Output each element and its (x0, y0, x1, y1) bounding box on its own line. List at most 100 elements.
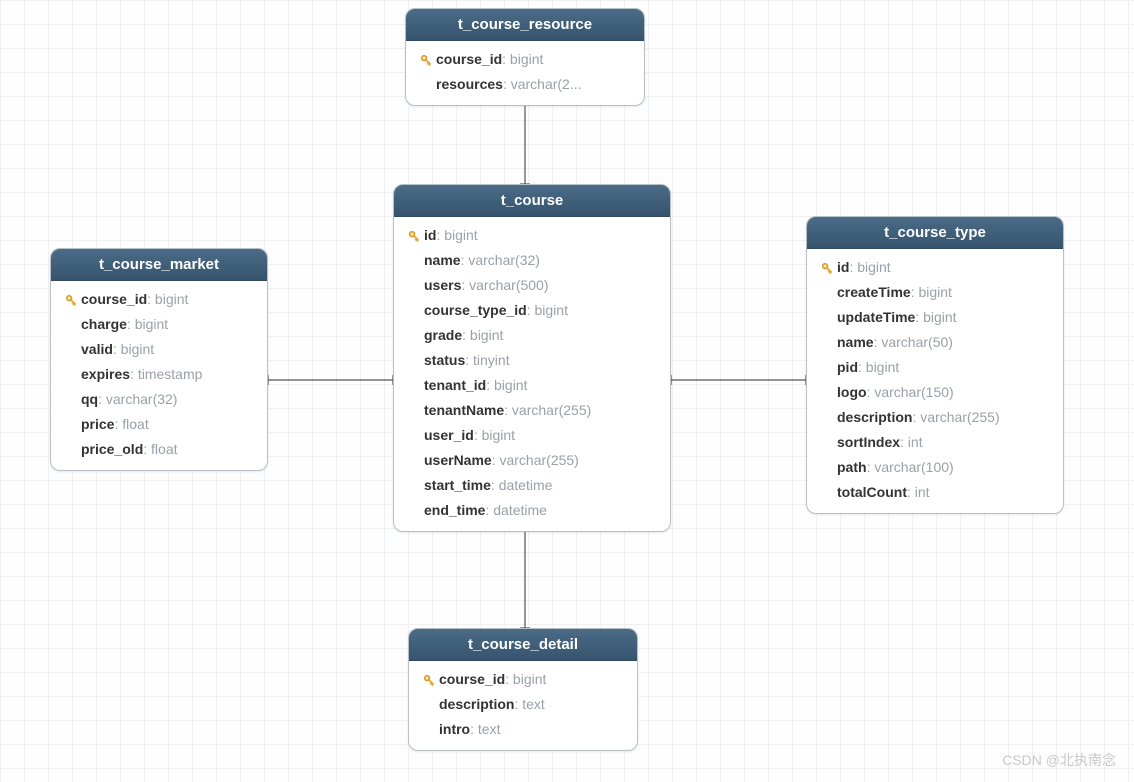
column-type: : bigint (462, 325, 503, 346)
table-column-row[interactable]: users: varchar(500) (404, 273, 660, 298)
table-column-row[interactable]: valid: bigint (61, 337, 257, 362)
column-type: : bigint (486, 375, 527, 396)
pk-slot (61, 292, 81, 308)
table-header[interactable]: t_course_resource (406, 9, 644, 41)
table-t_course_detail[interactable]: t_course_detail course_id: bigintdescrip… (408, 628, 638, 751)
table-column-row[interactable]: status: tinyint (404, 348, 660, 373)
column-type: : bigint (127, 314, 168, 335)
column-type: : int (907, 482, 930, 503)
column-type: : bigint (113, 339, 154, 360)
column-name: description (439, 694, 514, 715)
table-column-row[interactable]: price: float (61, 412, 257, 437)
column-type: : bigint (147, 289, 188, 310)
column-type: : text (470, 719, 500, 740)
table-column-row[interactable]: intro: text (419, 717, 627, 742)
table-column-row[interactable]: grade: bigint (404, 323, 660, 348)
table-body: course_id: bigintcharge: bigintvalid: bi… (51, 281, 267, 470)
column-name: users (424, 275, 461, 296)
table-column-row[interactable]: start_time: datetime (404, 473, 660, 498)
column-name: updateTime (837, 307, 915, 328)
table-column-row[interactable]: course_id: bigint (61, 287, 257, 312)
pk-slot (817, 260, 837, 276)
column-name: intro (439, 719, 470, 740)
watermark-text: CSDN @北执南念 (1002, 750, 1116, 770)
table-column-row[interactable]: price_old: float (61, 437, 257, 462)
column-name: grade (424, 325, 462, 346)
column-type: : varchar(255) (912, 407, 999, 428)
column-type: : bigint (915, 307, 956, 328)
column-name: valid (81, 339, 113, 360)
column-name: charge (81, 314, 127, 335)
table-t_course_type[interactable]: t_course_type id: bigintcreateTime: bigi… (806, 216, 1064, 514)
table-column-row[interactable]: course_id: bigint (419, 667, 627, 692)
table-header[interactable]: t_course (394, 185, 670, 217)
column-type: : varchar(150) (867, 382, 954, 403)
column-name: id (424, 225, 436, 246)
column-type: : bigint (849, 257, 890, 278)
table-column-row[interactable]: resources: varchar(2... (416, 72, 634, 97)
column-type: : float (143, 439, 177, 460)
table-column-row[interactable]: id: bigint (404, 223, 660, 248)
table-column-row[interactable]: name: varchar(50) (817, 330, 1053, 355)
table-body: id: bigintname: varchar(32)users: varcha… (394, 217, 670, 531)
column-type: : timestamp (130, 364, 202, 385)
column-name: expires (81, 364, 130, 385)
column-name: course_id (439, 669, 505, 690)
column-name: course_id (81, 289, 147, 310)
table-column-row[interactable]: updateTime: bigint (817, 305, 1053, 330)
column-type: : bigint (436, 225, 477, 246)
column-name: path (837, 457, 867, 478)
column-type: : bigint (505, 669, 546, 690)
column-type: : varchar(255) (504, 400, 591, 421)
table-body: id: bigintcreateTime: bigintupdateTime: … (807, 249, 1063, 513)
table-t_course_resource[interactable]: t_course_resource course_id: bigintresou… (405, 8, 645, 106)
table-column-row[interactable]: expires: timestamp (61, 362, 257, 387)
column-name: price (81, 414, 114, 435)
table-column-row[interactable]: userName: varchar(255) (404, 448, 660, 473)
table-column-row[interactable]: qq: varchar(32) (61, 387, 257, 412)
table-header[interactable]: t_course_detail (409, 629, 637, 661)
table-t_course[interactable]: t_course id: bigintname: varchar(32)user… (393, 184, 671, 532)
column-name: id (837, 257, 849, 278)
table-column-row[interactable]: end_time: datetime (404, 498, 660, 523)
column-type: : datetime (491, 475, 552, 496)
table-column-row[interactable]: totalCount: int (817, 480, 1053, 505)
column-name: course_id (436, 49, 502, 70)
table-header[interactable]: t_course_type (807, 217, 1063, 249)
table-column-row[interactable]: name: varchar(32) (404, 248, 660, 273)
column-name: course_type_id (424, 300, 527, 321)
key-icon (406, 228, 422, 244)
column-type: : bigint (911, 282, 952, 303)
table-column-row[interactable]: user_id: bigint (404, 423, 660, 448)
table-column-row[interactable]: course_id: bigint (416, 47, 634, 72)
column-type: : bigint (527, 300, 568, 321)
table-column-row[interactable]: tenantName: varchar(255) (404, 398, 660, 423)
column-name: totalCount (837, 482, 907, 503)
table-column-row[interactable]: logo: varchar(150) (817, 380, 1053, 405)
column-type: : bigint (474, 425, 515, 446)
table-t_course_market[interactable]: t_course_market course_id: bigintcharge:… (50, 248, 268, 471)
column-type: : varchar(50) (874, 332, 953, 353)
table-column-row[interactable]: description: text (419, 692, 627, 717)
table-column-row[interactable]: sortIndex: int (817, 430, 1053, 455)
column-type: : varchar(2... (503, 74, 582, 95)
table-column-row[interactable]: charge: bigint (61, 312, 257, 337)
table-column-row[interactable]: tenant_id: bigint (404, 373, 660, 398)
table-column-row[interactable]: pid: bigint (817, 355, 1053, 380)
table-column-row[interactable]: createTime: bigint (817, 280, 1053, 305)
column-name: status (424, 350, 465, 371)
key-icon (819, 260, 835, 276)
column-name: createTime (837, 282, 911, 303)
column-name: description (837, 407, 912, 428)
table-body: course_id: bigintresources: varchar(2... (406, 41, 644, 105)
table-header[interactable]: t_course_market (51, 249, 267, 281)
column-type: : varchar(32) (461, 250, 540, 271)
table-column-row[interactable]: path: varchar(100) (817, 455, 1053, 480)
table-column-row[interactable]: course_type_id: bigint (404, 298, 660, 323)
column-name: sortIndex (837, 432, 900, 453)
pk-slot (419, 672, 439, 688)
table-column-row[interactable]: id: bigint (817, 255, 1053, 280)
table-column-row[interactable]: description: varchar(255) (817, 405, 1053, 430)
column-name: tenantName (424, 400, 504, 421)
column-name: tenant_id (424, 375, 486, 396)
